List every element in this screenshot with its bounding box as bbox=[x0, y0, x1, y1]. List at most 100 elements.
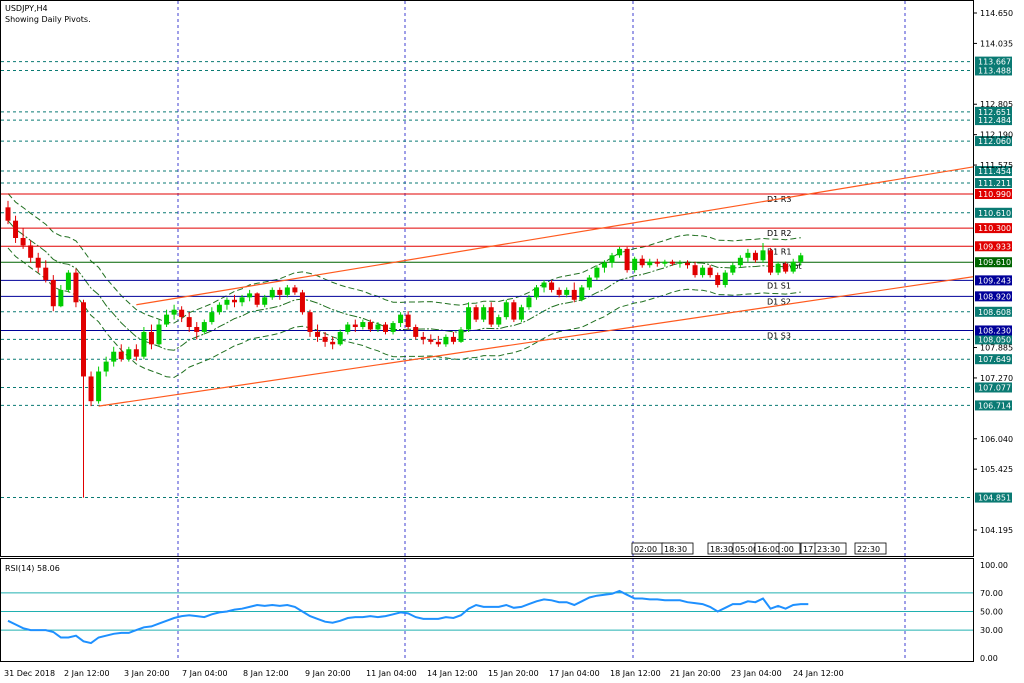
price-level-label: 113.667 bbox=[978, 58, 1011, 67]
rsi-y-tick-label: 70.00 bbox=[980, 589, 1003, 598]
candle-body bbox=[428, 339, 434, 342]
candle bbox=[375, 322, 381, 332]
event-label: :00 bbox=[781, 545, 794, 554]
rsi-line-group bbox=[1, 589, 973, 645]
price-level-label: 104.851 bbox=[978, 494, 1011, 503]
price-level-badge bbox=[975, 136, 1012, 147]
x-tick-label: 24 Jan 12:00 bbox=[793, 669, 844, 678]
y-tick-label: 106.040 bbox=[980, 435, 1013, 444]
candle bbox=[458, 327, 464, 343]
candle-body bbox=[617, 248, 623, 256]
candle bbox=[511, 299, 517, 323]
candle-body bbox=[254, 293, 260, 305]
candle-body bbox=[13, 220, 19, 238]
candle-body bbox=[337, 331, 343, 345]
candle bbox=[352, 319, 358, 332]
candle-body bbox=[752, 252, 758, 261]
price-level-badge bbox=[975, 115, 1012, 126]
candle bbox=[367, 319, 373, 332]
candle-body bbox=[315, 331, 321, 337]
pivot-value-badge bbox=[975, 241, 1012, 252]
candle bbox=[269, 287, 275, 300]
candle-body bbox=[405, 314, 411, 328]
price-level-badge bbox=[975, 334, 1012, 345]
candle-body bbox=[194, 327, 200, 332]
candle-body bbox=[186, 317, 192, 328]
price-level-badge bbox=[975, 178, 1012, 189]
candle-body bbox=[269, 289, 275, 298]
event-label: 18:30 bbox=[710, 545, 733, 554]
candle bbox=[428, 334, 434, 345]
candle-body bbox=[564, 289, 570, 295]
candle bbox=[783, 261, 789, 274]
candle-body bbox=[50, 280, 56, 307]
x-tick-label: 3 Jan 20:00 bbox=[124, 669, 170, 678]
candle bbox=[601, 260, 607, 273]
candle bbox=[247, 289, 253, 302]
price-level-label: 106.714 bbox=[978, 401, 1011, 410]
price-level-label: 107.649 bbox=[978, 355, 1011, 364]
candle bbox=[526, 294, 532, 310]
pivot-value-label: 108.920 bbox=[978, 292, 1011, 301]
candle bbox=[722, 270, 728, 288]
candle-body bbox=[450, 336, 456, 342]
candle-body bbox=[760, 250, 766, 261]
candle-body bbox=[662, 261, 668, 264]
main-panel-frame bbox=[0, 0, 974, 557]
candle bbox=[715, 272, 721, 288]
price-level-label: 111.211 bbox=[978, 179, 1011, 188]
price-level-label: 112.060 bbox=[978, 137, 1011, 146]
candle bbox=[556, 287, 562, 298]
candle-body bbox=[488, 307, 494, 325]
x-tick-label: 11 Jan 04:00 bbox=[366, 669, 417, 678]
candle bbox=[413, 324, 419, 340]
pivot-value-label: 109.933 bbox=[978, 242, 1011, 251]
candle-body bbox=[647, 261, 653, 266]
pivot-value-label: 109.243 bbox=[978, 276, 1011, 285]
candle-body bbox=[783, 263, 789, 272]
candle-body bbox=[639, 258, 645, 266]
x-tick-label: 7 Jan 04:00 bbox=[182, 669, 228, 678]
candle-body bbox=[5, 207, 11, 221]
candle-body bbox=[700, 267, 706, 276]
candle-body bbox=[179, 309, 185, 318]
trendline-upper bbox=[136, 166, 974, 306]
candle bbox=[488, 302, 494, 328]
candle-body bbox=[730, 265, 736, 273]
candle-body bbox=[685, 262, 690, 266]
candle-body bbox=[737, 257, 743, 266]
candle-body bbox=[692, 265, 698, 276]
pivot-value-label: 109.610 bbox=[978, 258, 1011, 267]
candle bbox=[299, 289, 305, 315]
y-tick-label: 114.035 bbox=[980, 39, 1013, 48]
candle bbox=[496, 314, 502, 328]
candle-body bbox=[624, 248, 630, 271]
rsi-y-tick-label: 100.00 bbox=[980, 561, 1008, 570]
candle bbox=[579, 284, 585, 302]
candle-body bbox=[443, 336, 449, 345]
candle-body bbox=[171, 309, 177, 315]
candle bbox=[586, 275, 592, 290]
y-tick-label: 107.885 bbox=[980, 344, 1013, 353]
candle bbox=[239, 294, 245, 307]
candles bbox=[5, 200, 804, 498]
event-label: 05:00 bbox=[735, 545, 758, 554]
candle-body bbox=[677, 262, 683, 264]
price-level-label: 112.651 bbox=[978, 108, 1011, 117]
candle-body bbox=[375, 324, 381, 330]
pivot-value-badge bbox=[975, 325, 1012, 336]
candle-body bbox=[745, 252, 751, 258]
candle-body bbox=[541, 282, 547, 288]
rsi-grid bbox=[177, 559, 906, 661]
candle-body bbox=[330, 341, 336, 345]
pivot-label: D1 S2 bbox=[767, 297, 791, 306]
candle-body bbox=[262, 297, 268, 305]
event-marker: 02:00 bbox=[631, 542, 664, 555]
candle-body bbox=[518, 307, 524, 320]
candle-body bbox=[201, 322, 207, 332]
candle bbox=[141, 327, 147, 360]
event-label: 17 bbox=[803, 545, 813, 554]
